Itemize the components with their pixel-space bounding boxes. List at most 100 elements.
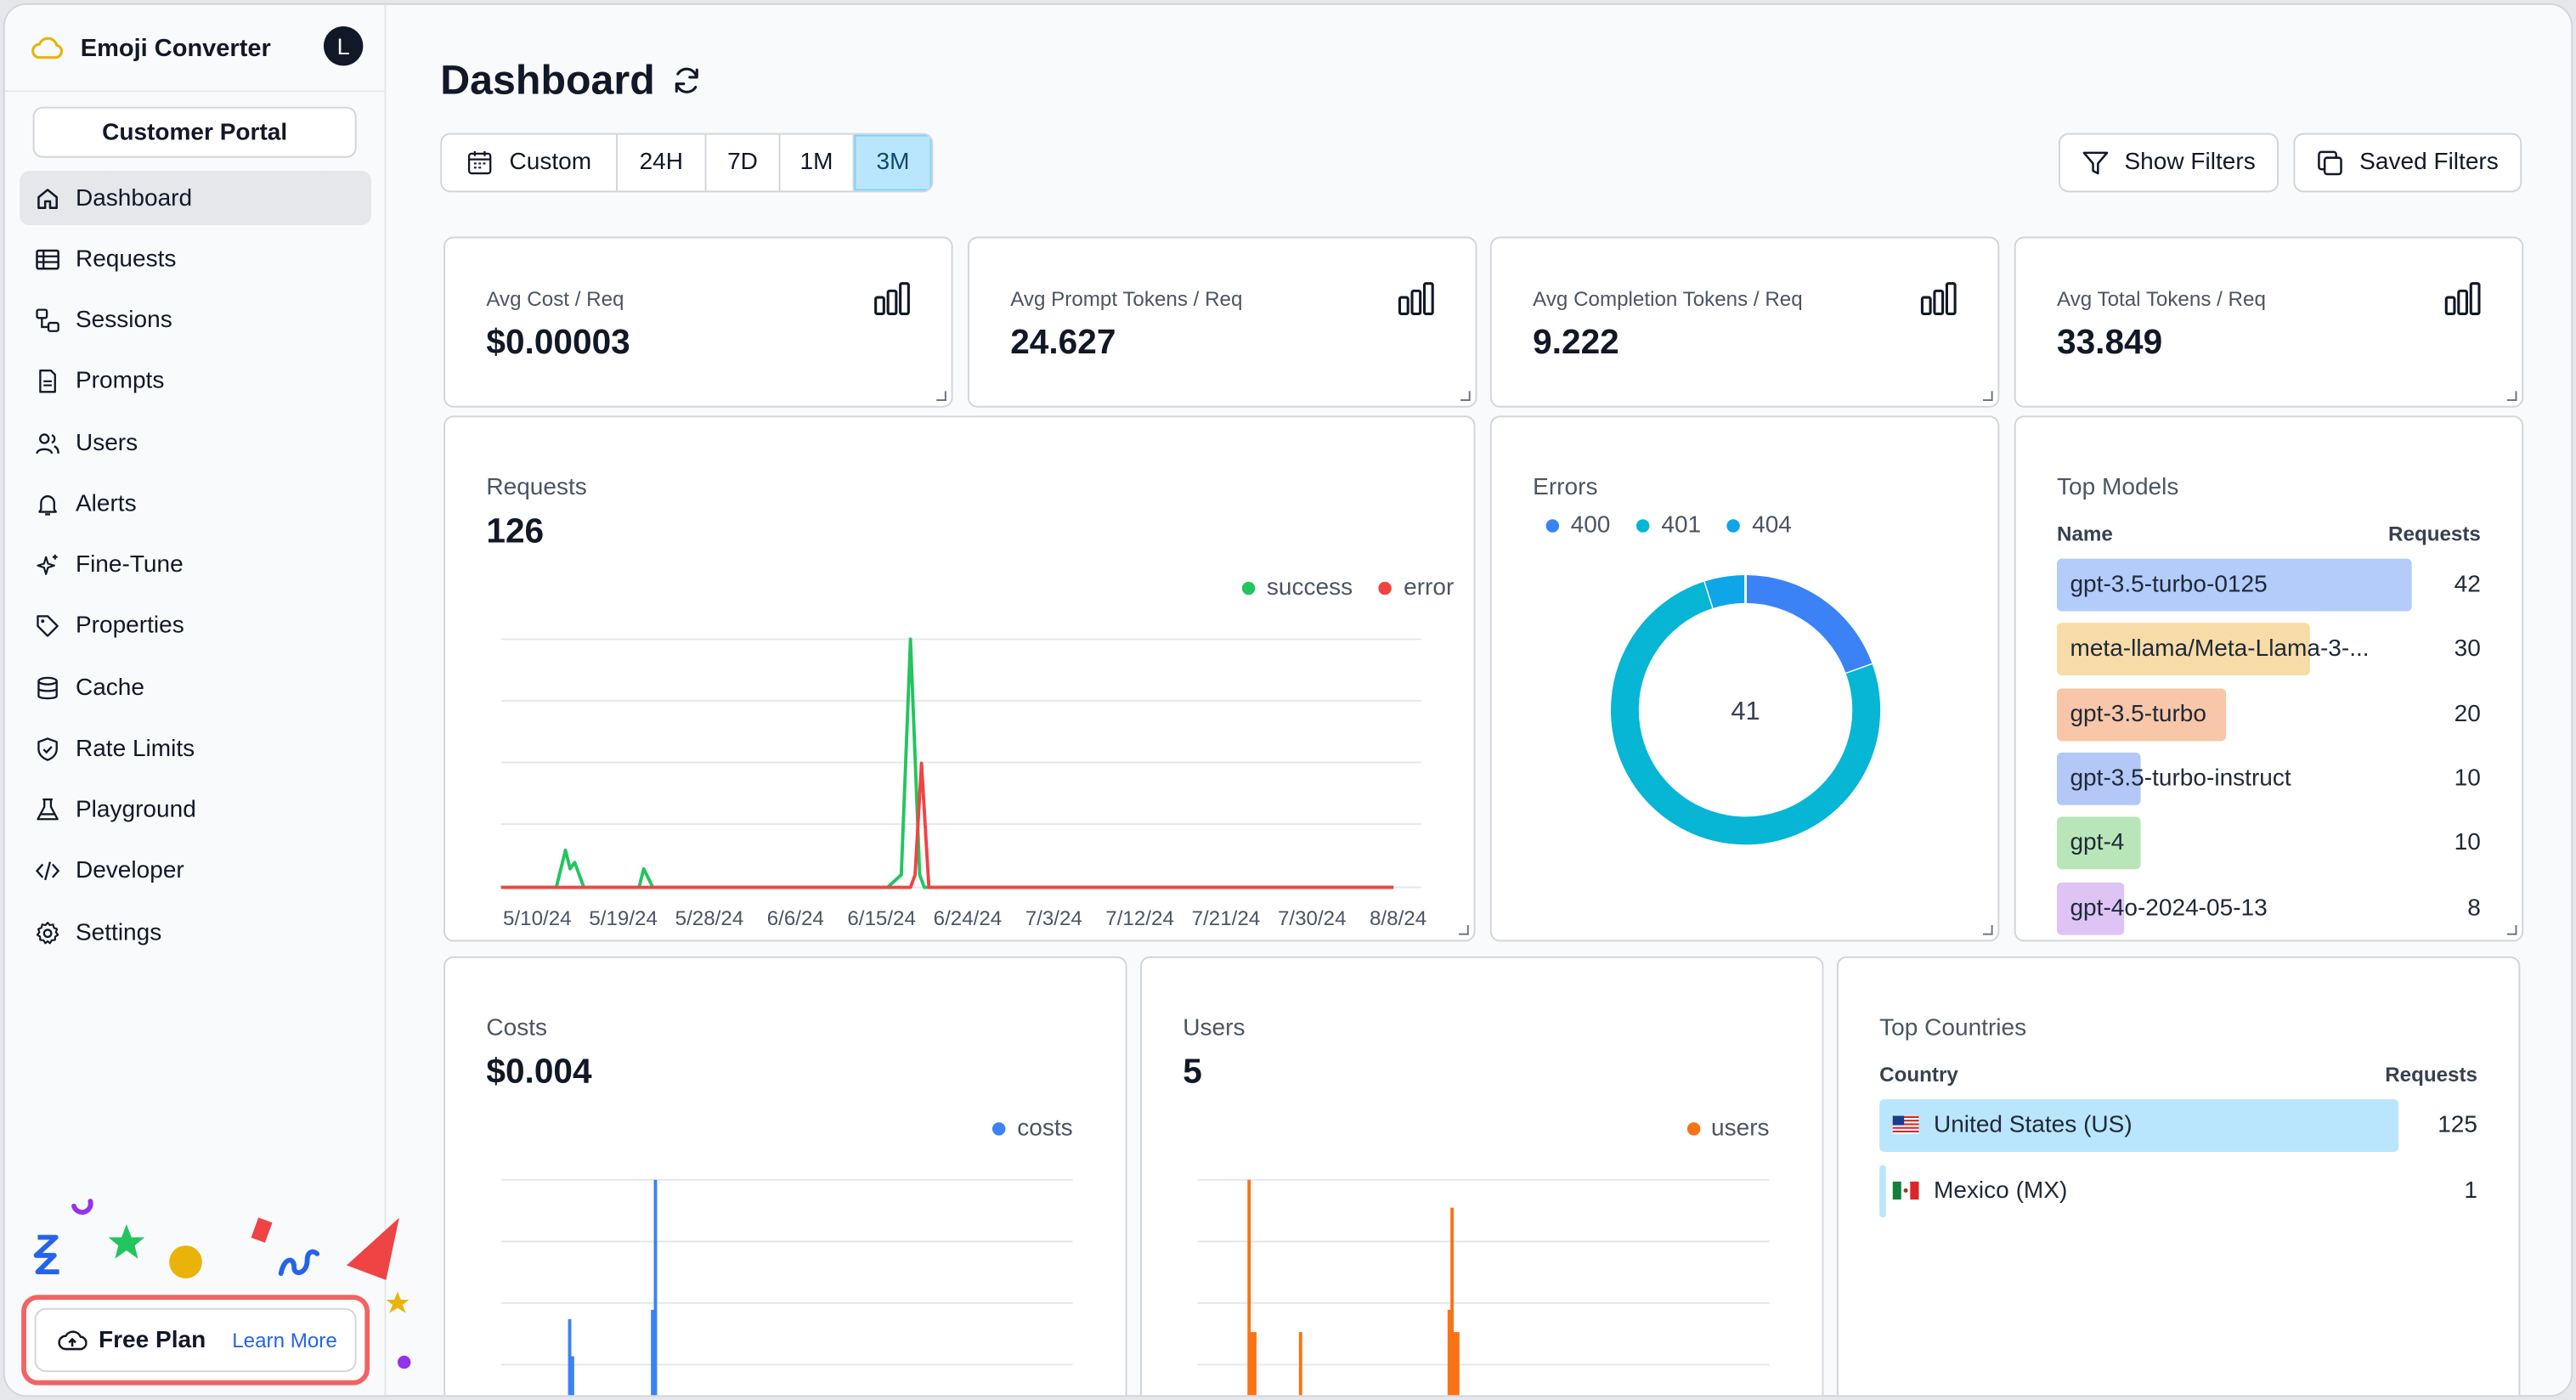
sidebar-item-label: Developer: [75, 858, 184, 885]
list-item[interactable]: gpt-4 10: [2056, 816, 2481, 870]
gear-icon: [36, 921, 59, 944]
range-1m-button[interactable]: 1M: [781, 134, 855, 191]
cloud-icon: [31, 37, 64, 59]
refresh-icon[interactable]: [670, 64, 703, 97]
saved-filters-button[interactable]: Saved Filters: [2293, 133, 2522, 193]
saved-filters-label: Saved Filters: [2359, 150, 2499, 176]
legend-dot: [1686, 1122, 1700, 1136]
model-name: gpt-4: [2070, 830, 2125, 857]
list-item[interactable]: gpt-3.5-turbo-0125 42: [2056, 558, 2481, 612]
sidebar-item-label: Sessions: [75, 307, 172, 334]
donut-slice-404: [1704, 575, 1747, 608]
list-item[interactable]: meta-llama/Meta-Llama-3-... 30: [2056, 623, 2481, 676]
bar-users: [1253, 1332, 1257, 1396]
legend-label: costs: [1017, 1115, 1073, 1143]
cloud-upload-icon: [58, 1329, 88, 1350]
list-item[interactable]: gpt-3.5-turbo-instruct 10: [2056, 752, 2481, 805]
stat-value: $0.00003: [486, 324, 630, 362]
bar-users: [1455, 1332, 1460, 1396]
x-tick-label: 6/15/24: [847, 907, 916, 930]
x-tick-label: 6/6/24: [767, 907, 824, 930]
customer-portal-button[interactable]: Customer Portal: [32, 106, 357, 158]
range-7d-button[interactable]: 7D: [706, 134, 781, 191]
country-label: United States (US): [1933, 1112, 2133, 1139]
chart-legend: success error: [1241, 575, 1455, 601]
range-3m-button[interactable]: 3M: [854, 134, 932, 191]
bar-users: [1450, 1207, 1455, 1396]
stat-value: 9.222: [1533, 324, 1619, 362]
list-item[interactable]: Mexico (MX) 1: [1879, 1165, 2478, 1218]
org-switcher[interactable]: Emoji Converter L: [4, 5, 387, 93]
legend-label: error: [1404, 575, 1455, 601]
legend-dot: [1545, 519, 1560, 533]
model-count: 42: [2454, 572, 2481, 599]
list-item[interactable]: United States (US) 125: [1879, 1099, 2477, 1152]
upgrade-card[interactable]: Free Plan Learn More: [34, 1307, 357, 1373]
users-icon: [36, 432, 59, 454]
errors-donut-chart: 41: [1611, 575, 1881, 845]
sidebar-item-requests[interactable]: Requests: [20, 232, 371, 286]
calendar-icon: [467, 150, 492, 175]
custom-range-button[interactable]: Custom: [442, 134, 619, 191]
sidebar-item-playground[interactable]: Playground: [20, 783, 371, 838]
bar-chart-icon: [1920, 282, 1957, 315]
us-flag-icon: [1892, 1115, 1919, 1134]
sparkles-icon: [37, 554, 58, 575]
chart-value: 5: [1183, 1053, 1202, 1092]
chart-value: 126: [486, 512, 545, 550]
x-tick-label: 7/12/24: [1105, 907, 1174, 930]
legend-label: success: [1266, 575, 1353, 601]
sidebar-item-cache[interactable]: Cache: [20, 661, 371, 715]
sessions-icon: [36, 308, 59, 332]
range-24h-button[interactable]: 24H: [618, 134, 707, 191]
legend-dot: [1379, 581, 1393, 596]
stat-card-avg-prompt-tokens: Avg Prompt Tokens / Req 24.627: [967, 236, 1477, 408]
chart-label: Top Models: [2056, 475, 2179, 501]
bar-users: [1250, 1332, 1254, 1396]
sidebar-item-label: Playground: [75, 797, 196, 824]
sidebar-item-sessions[interactable]: Sessions: [20, 293, 371, 347]
sidebar-item-settings[interactable]: Settings: [20, 906, 371, 960]
flask-icon: [37, 798, 59, 821]
sidebar-item-rate-limits[interactable]: Rate Limits: [20, 722, 371, 776]
list-item[interactable]: gpt-3.5-turbo 20: [2056, 687, 2481, 741]
country-count: 1: [2464, 1177, 2478, 1205]
country-name: United States (US): [1892, 1099, 2133, 1152]
errors-card: Errors 400 401 404 41: [1489, 415, 2000, 942]
org-name: Emoji Converter: [80, 33, 271, 62]
sidebar-item-label: Settings: [75, 919, 162, 946]
learn-more-link[interactable]: Learn More: [232, 1328, 337, 1352]
sidebar-item-developer[interactable]: Developer: [20, 844, 371, 899]
main-content: Dashboard Custom 24H 7D 1M 3M Show Filte…: [387, 5, 2571, 1396]
users-card: Users 5 users: [1139, 956, 1824, 1396]
list-item[interactable]: gpt-4o-2024-05-13 8: [2056, 881, 2481, 934]
copy-icon: [2318, 150, 2343, 175]
bar-costs: [651, 1309, 655, 1396]
table-icon: [36, 249, 59, 270]
custom-range-label: Custom: [509, 150, 592, 176]
country-name: Mexico (MX): [1892, 1165, 2067, 1217]
top-models-card: Top Models Name Requests gpt-3.5-turbo-0…: [2014, 415, 2524, 942]
x-tick-label: 5/19/24: [589, 907, 658, 930]
x-tick-label: 7/21/24: [1192, 907, 1261, 930]
sidebar-item-label: Rate Limits: [75, 736, 195, 763]
sidebar-item-properties[interactable]: Properties: [20, 600, 371, 654]
x-tick-label: 7/30/24: [1278, 907, 1347, 930]
stat-label: Avg Completion Tokens / Req: [1533, 287, 1803, 311]
legend-item: 404: [1727, 513, 1792, 539]
sidebar-item-alerts[interactable]: Alerts: [20, 477, 371, 531]
filter-icon: [2082, 150, 2109, 174]
model-name: gpt-3.5-turbo-0125: [2070, 572, 2268, 599]
avatar[interactable]: L: [323, 25, 364, 66]
sidebar-item-fine-tune[interactable]: Fine-Tune: [20, 538, 371, 592]
bar-chart-icon: [1398, 282, 1434, 315]
sidebar-item-dashboard[interactable]: Dashboard: [20, 171, 372, 225]
sidebar-item-users[interactable]: Users: [20, 415, 371, 470]
chart-label: Top Countries: [1879, 1015, 2027, 1042]
sidebar-item-prompts[interactable]: Prompts: [20, 354, 371, 409]
series-line-success: [500, 637, 1394, 889]
table-header: Country Requests: [1879, 1063, 2477, 1086]
show-filters-button[interactable]: Show Filters: [2058, 133, 2279, 193]
chart-label: Costs: [486, 1015, 548, 1042]
bar-costs: [568, 1318, 572, 1396]
